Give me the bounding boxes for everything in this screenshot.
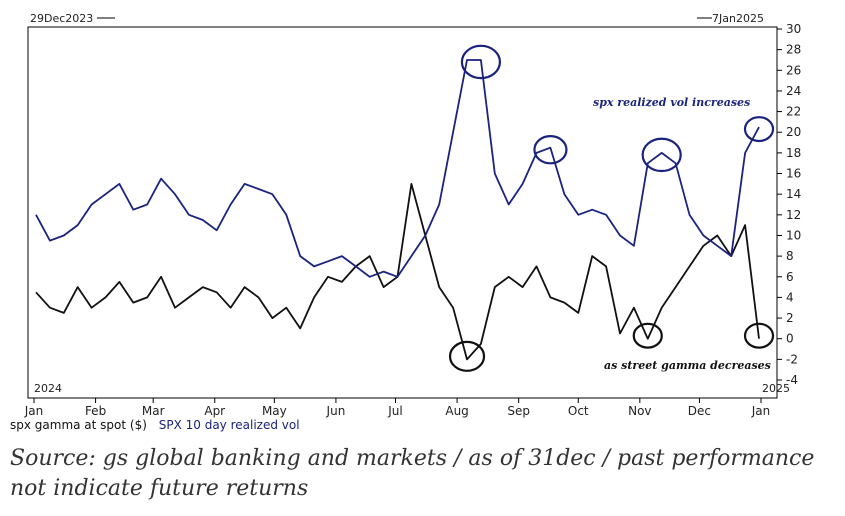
- y-tick-label-3: 24: [786, 84, 801, 98]
- x-tick-label-12: Jan: [751, 404, 771, 418]
- y-tick-label-1: 28: [786, 43, 801, 57]
- highlight-circle-gamma-nov: [632, 322, 663, 349]
- x-tick-label-0: Jan: [24, 404, 44, 418]
- source-note: Source: gs global banking and markets / …: [10, 446, 815, 501]
- y-tick-label-6: 18: [786, 146, 801, 160]
- y-tick-label-16: -2: [786, 352, 798, 366]
- highlight-circle-gamma-aug: [448, 340, 486, 372]
- legend: spx gamma at spot ($) SPX 10 day realize…: [10, 418, 308, 432]
- highlight-circle-vol-dec: [743, 116, 775, 143]
- y-tick-label-14: 2: [786, 311, 794, 325]
- year-label-left: 2024: [34, 382, 62, 395]
- y-tick-label-5: 20: [786, 125, 801, 139]
- y-tick-label-11: 8: [786, 249, 794, 263]
- x-tick-label-10: Nov: [628, 404, 651, 418]
- annotation-gamma-decreases: as street gamma decreases: [604, 359, 771, 372]
- x-tick-label-6: Jul: [387, 404, 402, 418]
- x-tick-label-9: Oct: [568, 404, 589, 418]
- chart-canvas: 29Dec2023 7Jan2025 302826242220181614121…: [24, 12, 802, 418]
- x-tick-label-11: Dec: [688, 404, 711, 418]
- highlight-circle-vol-aug: [460, 44, 502, 80]
- y-tick-label-17: -4: [786, 373, 798, 387]
- plot-frame: [27, 26, 778, 399]
- y-tick-label-7: 16: [786, 167, 801, 181]
- x-tick-label-3: Apr: [204, 404, 225, 418]
- y-tick-label-0: 30: [786, 22, 801, 36]
- start-date-label: 29Dec2023: [30, 12, 93, 25]
- legend-item-vol: SPX 10 day realized vol: [158, 418, 300, 432]
- highlight-circle-vol-nov: [641, 137, 682, 173]
- series-line-spx-realized-vol: [35, 59, 760, 278]
- end-date-label: 7Jan2025: [712, 12, 764, 25]
- y-tick-label-8: 14: [786, 187, 801, 201]
- x-axis: Jan Feb Mar Apr May Jun Jul Aug Sep Oct Nov Dec Jan: [24, 398, 771, 418]
- y-tick-label-12: 6: [786, 270, 794, 284]
- y-tick-label-9: 12: [786, 208, 801, 222]
- year-label-right: 2025: [762, 382, 790, 395]
- highlight-circle-vol-sep: [533, 135, 568, 165]
- x-tick-label-5: Jun: [326, 404, 346, 418]
- annotation-vol-increases: spx realized vol increases: [593, 96, 750, 109]
- y-tick-label-15: 0: [786, 332, 794, 346]
- y-tick-label-2: 26: [786, 63, 801, 77]
- x-tick-label-4: May: [262, 404, 287, 418]
- highlight-circle-gamma-dec: [743, 322, 775, 349]
- legend-item-gamma: spx gamma at spot ($): [10, 418, 147, 432]
- x-tick-label-7: Aug: [445, 404, 468, 418]
- x-tick-label-2: Mar: [142, 404, 165, 418]
- y-tick-label-4: 22: [786, 105, 801, 119]
- x-tick-label-8: Sep: [507, 404, 530, 418]
- x-tick-label-1: Feb: [85, 404, 106, 418]
- y-tick-label-10: 10: [786, 228, 801, 242]
- y-tick-label-13: 4: [786, 290, 794, 304]
